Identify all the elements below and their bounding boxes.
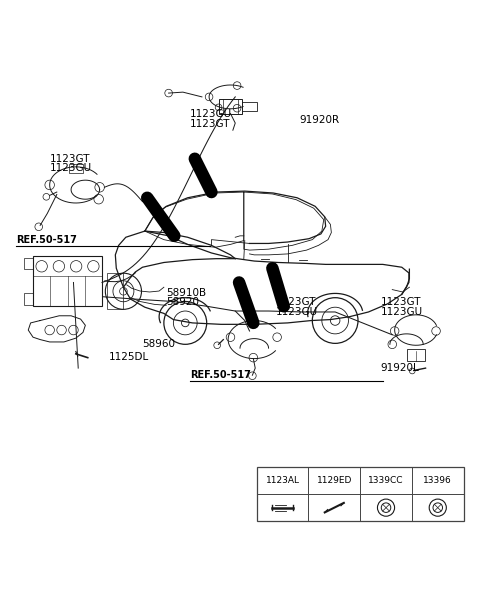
Bar bbox=[33, 256, 102, 306]
Bar bbox=[69, 165, 83, 173]
Text: 1339CC: 1339CC bbox=[368, 476, 404, 485]
Text: 91920L: 91920L bbox=[380, 363, 419, 373]
Bar bbox=[24, 257, 33, 269]
Text: 1123GU: 1123GU bbox=[190, 110, 232, 119]
Text: 1123GT: 1123GT bbox=[276, 297, 316, 308]
Text: 1123GT: 1123GT bbox=[380, 297, 421, 308]
Text: 1123GU: 1123GU bbox=[49, 163, 92, 173]
Text: 91920R: 91920R bbox=[300, 115, 340, 125]
Bar bbox=[408, 349, 425, 361]
Text: 58910B: 58910B bbox=[166, 288, 206, 298]
Text: 1123GU: 1123GU bbox=[276, 307, 318, 317]
Text: 1125DL: 1125DL bbox=[109, 352, 149, 362]
Bar bbox=[218, 99, 242, 113]
Bar bbox=[24, 294, 33, 305]
Text: 1123GT: 1123GT bbox=[49, 154, 90, 164]
Text: 1123AL: 1123AL bbox=[265, 476, 300, 485]
Text: REF.50-517: REF.50-517 bbox=[16, 235, 77, 245]
Text: 58960: 58960 bbox=[143, 339, 176, 349]
Text: 1123GT: 1123GT bbox=[190, 119, 230, 130]
Text: 13396: 13396 bbox=[423, 476, 452, 485]
Bar bbox=[257, 467, 464, 522]
Text: 1129ED: 1129ED bbox=[317, 476, 352, 485]
Text: REF.50-517: REF.50-517 bbox=[190, 370, 251, 380]
Bar bbox=[242, 102, 257, 111]
Text: 58920: 58920 bbox=[166, 297, 199, 308]
Text: 1123GU: 1123GU bbox=[380, 307, 422, 317]
Bar bbox=[107, 273, 123, 309]
